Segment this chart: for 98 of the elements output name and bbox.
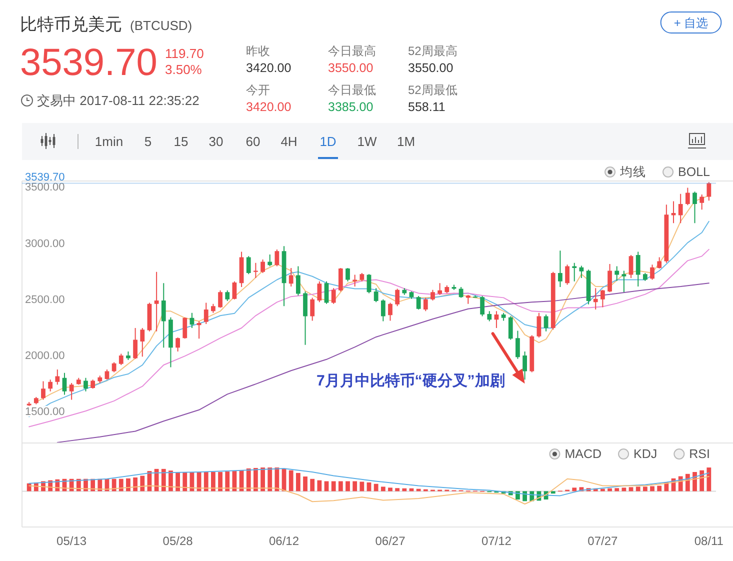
text: MACD <box>564 447 602 461</box>
text: 3385.00 <box>328 100 374 114</box>
bar <box>274 468 280 492</box>
text: 558.11 <box>408 100 446 114</box>
x-tick-label: 08/11 <box>694 534 724 548</box>
x-tick-label: 06/12 <box>269 534 300 548</box>
x-tick-label: 07/27 <box>588 534 618 548</box>
bar <box>161 468 166 492</box>
bar <box>317 480 322 492</box>
bar <box>140 476 145 492</box>
bar <box>706 468 712 492</box>
x-tick-label: 06/27 <box>375 534 406 548</box>
text: 52周最高 <box>408 44 458 58</box>
bar <box>628 487 634 492</box>
bar <box>211 472 216 492</box>
bar <box>260 468 265 492</box>
bar <box>324 481 329 492</box>
text: RSI <box>689 447 710 461</box>
annotation: 7月月中比特币“硬分叉”加剧 <box>316 372 505 390</box>
bar <box>522 491 527 502</box>
text: 昨收 <box>246 44 270 58</box>
text: 1M <box>396 134 416 149</box>
bar <box>182 472 188 492</box>
bar <box>395 488 400 492</box>
text: 3539.70 <box>20 42 158 84</box>
y-tick-label: 3000.00 <box>25 238 65 250</box>
text: 52周最低 <box>408 83 458 97</box>
text: 今开 <box>246 83 270 97</box>
text: 3420.00 <box>246 61 292 75</box>
text: 今日最低 <box>328 83 376 97</box>
text: 119.70 <box>165 46 204 61</box>
bar <box>550 491 556 494</box>
text: 均线 <box>619 165 646 179</box>
bar <box>636 486 640 492</box>
bar <box>642 486 648 492</box>
bar <box>296 472 300 492</box>
y-tick-label: 2500.00 <box>25 294 65 306</box>
text: 3550.00 <box>408 61 454 75</box>
x-tick-label: 05/28 <box>162 534 194 548</box>
bar <box>288 470 294 492</box>
text: 15 <box>174 134 188 149</box>
bar <box>268 468 272 492</box>
text: 3.50% <box>165 62 202 77</box>
bar <box>204 472 208 492</box>
text: (BTCUSD) <box>130 18 192 33</box>
bar <box>650 486 654 492</box>
bar <box>572 488 577 492</box>
bar <box>303 476 308 492</box>
bar <box>608 488 612 492</box>
text: BOLL <box>678 165 710 179</box>
y-tick-label: 2000.00 <box>25 350 65 362</box>
text: 比特币兑美元 <box>20 15 122 34</box>
bar <box>352 481 358 492</box>
ref-line-label: 3539.70 <box>25 171 65 184</box>
bar <box>388 488 392 492</box>
bar <box>346 481 350 492</box>
bar <box>225 472 230 492</box>
bar <box>614 488 620 492</box>
text: 交易中 2017-08-11 22:35:22 <box>37 93 200 108</box>
x-tick-label: 05/13 <box>56 534 87 548</box>
candlestick <box>438 283 442 295</box>
bar <box>622 488 626 492</box>
bar <box>657 486 662 492</box>
x-tick-label: 07/12 <box>481 534 512 548</box>
bar <box>310 478 315 492</box>
text: 1D <box>320 134 336 149</box>
y-tick-label: 3500.00 <box>25 182 65 194</box>
candlestick <box>558 250 562 288</box>
bar <box>218 472 222 492</box>
candlestick <box>352 274 358 286</box>
text: 4H <box>280 134 298 149</box>
text: KDJ <box>634 447 658 461</box>
text: 1W <box>357 134 378 149</box>
bar <box>112 478 116 492</box>
candlestick <box>572 262 577 282</box>
bar <box>254 468 258 492</box>
text: + 自选 <box>674 16 708 30</box>
bar <box>338 481 343 492</box>
bar <box>360 482 364 492</box>
text: 60 <box>246 134 260 149</box>
candlestick <box>126 352 130 360</box>
candlestick <box>55 370 60 385</box>
bar <box>402 488 407 492</box>
bar <box>126 478 130 492</box>
bar <box>331 481 336 492</box>
bar <box>380 486 386 492</box>
bar <box>374 484 378 492</box>
text: 5 <box>144 134 152 149</box>
candlestick <box>154 272 159 332</box>
text: 3550.00 <box>328 61 374 75</box>
text: 1min <box>94 134 124 149</box>
bar <box>700 470 704 492</box>
candlestick <box>622 270 626 292</box>
candlestick <box>254 262 258 278</box>
bar <box>133 477 138 492</box>
text: 3420.00 <box>246 100 292 114</box>
text: 30 <box>208 134 224 149</box>
text: 今日最高 <box>328 44 376 58</box>
